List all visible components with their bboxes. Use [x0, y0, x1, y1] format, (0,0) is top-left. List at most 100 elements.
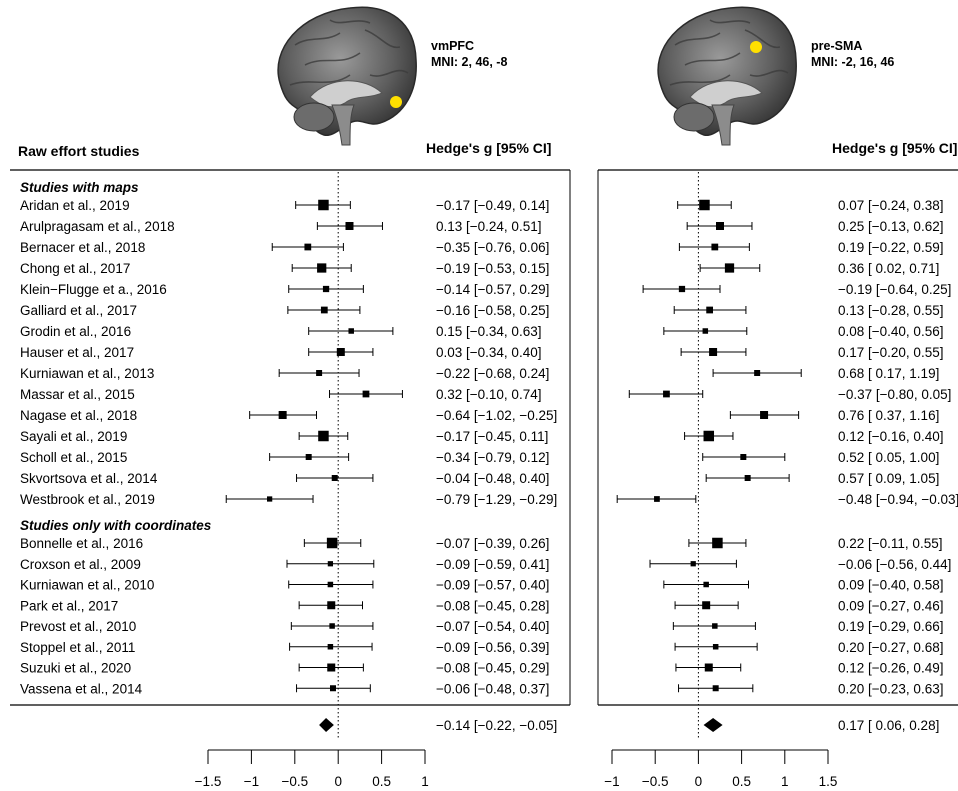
effect-size-value: −0.08 [−0.45, 0.29] — [436, 661, 549, 676]
x-tick-label: 0 — [695, 774, 703, 789]
x-tick-label: 0.5 — [732, 774, 751, 789]
study-label: Klein−Flugge et a., 2016 — [20, 282, 167, 297]
effect-size-value: −0.09 [−0.56, 0.39] — [436, 640, 549, 655]
effect-size-value: 0.12 [−0.26, 0.49] — [838, 661, 943, 676]
effect-size-value: −0.19 [−0.64, 0.25] — [838, 282, 951, 297]
effect-size-square — [703, 430, 715, 442]
effect-size-square — [327, 601, 336, 610]
effect-size-value: 0.36 [ 0.02, 0.71] — [838, 261, 939, 276]
study-label: Kurniawan et al., 2010 — [20, 578, 154, 593]
x-tick-label: 0 — [334, 774, 342, 789]
effect-size-square — [329, 623, 335, 629]
x-tick-label: −1 — [244, 774, 259, 789]
effect-size-value: 0.57 [ 0.09, 1.05] — [838, 471, 939, 486]
effect-size-square — [331, 475, 338, 481]
effect-size-square — [318, 199, 329, 211]
effect-size-value: 0.52 [ 0.05, 1.00] — [838, 450, 939, 465]
x-tick-label: 0.5 — [372, 774, 391, 789]
effect-size-square — [362, 390, 370, 398]
effect-size-value: 0.68 [ 0.17, 1.19] — [838, 366, 939, 381]
effect-size-square — [278, 411, 287, 419]
effect-size-value: −0.07 [−0.54, 0.40] — [436, 619, 549, 634]
effect-size-value: 0.13 [−0.28, 0.55] — [838, 303, 943, 318]
effect-size-square — [267, 496, 273, 502]
effect-size-value: −0.35 [−0.76, 0.06] — [436, 240, 549, 255]
effect-size-square — [706, 306, 714, 314]
study-label: Massar et al., 2015 — [20, 387, 135, 402]
effect-size-value: 0.13 [−0.24, 0.51] — [436, 219, 541, 234]
study-label: Prevost et al., 2010 — [20, 619, 136, 634]
panel-left-region-label: vmPFC — [431, 39, 474, 53]
brain-sagittal-vmPFC-image — [277, 6, 417, 146]
effect-size-value: −0.04 [−0.48, 0.40] — [436, 471, 549, 486]
effect-size-value: −0.09 [−0.57, 0.40] — [436, 578, 549, 593]
effect-size-square — [305, 454, 312, 460]
effect-size-square — [760, 411, 769, 419]
effect-size-square — [348, 328, 354, 334]
effect-size-value: 0.17 [−0.20, 0.55] — [838, 345, 943, 360]
effect-size-square — [716, 222, 724, 230]
effect-size-square — [712, 644, 719, 650]
vmPFC-marker — [390, 96, 402, 108]
effect-size-value: 0.07 [−0.24, 0.38] — [838, 198, 943, 213]
effect-size-square — [654, 496, 660, 502]
effect-size-value: 0.19 [−0.29, 0.66] — [838, 619, 943, 634]
study-label: Stoppel et al., 2011 — [20, 640, 135, 655]
effect-size-square — [663, 390, 670, 398]
study-label: Park et al., 2017 — [20, 598, 118, 613]
study-label: Croxson et al., 2009 — [20, 557, 141, 572]
effect-size-value: −0.79 [−1.29, −0.29] — [436, 492, 557, 507]
x-tick-label: 1 — [781, 774, 789, 789]
study-label: Bonnelle et al., 2016 — [20, 536, 143, 551]
panel-right-mni-label: MNI: -2, 16, 46 — [811, 55, 894, 69]
effect-size-square — [712, 685, 719, 692]
x-tick-label: −1 — [604, 774, 619, 789]
study-label: Galliard et al., 2017 — [20, 303, 137, 318]
effect-size-square — [316, 370, 323, 376]
effect-size-value: −0.06 [−0.56, 0.44] — [838, 557, 951, 572]
x-tick-label: −1.5 — [195, 774, 222, 789]
study-label: Sayali et al., 2019 — [20, 429, 127, 444]
panel-left-mni-label: MNI: 2, 46, -8 — [431, 55, 507, 69]
study-label: Westbrook et al., 2019 — [20, 492, 155, 507]
effect-size-square — [704, 663, 713, 672]
study-label: Grodin et al., 2016 — [20, 324, 131, 339]
study-label: Aridan et al., 2019 — [20, 198, 130, 213]
effect-size-square — [345, 222, 354, 230]
effect-size-value: 0.03 [−0.34, 0.40] — [436, 345, 541, 360]
effect-size-square — [327, 581, 334, 588]
study-label: Chong et al., 2017 — [20, 261, 130, 276]
section-with-maps-label: Studies with maps — [20, 180, 139, 195]
effect-size-value: −0.07 [−0.39, 0.26] — [436, 536, 549, 551]
effect-size-square — [711, 243, 719, 251]
brain-sagittal-pre-SMA-image — [657, 6, 797, 146]
study-label: Bernacer et al., 2018 — [20, 240, 145, 255]
effect-size-value: 0.20 [−0.27, 0.68] — [838, 640, 943, 655]
figure-title: Raw effort studies — [18, 143, 140, 159]
effect-size-value: 0.20 [−0.23, 0.63] — [838, 681, 943, 696]
study-label: Kurniawan et al., 2013 — [20, 366, 154, 381]
effect-size-square — [709, 348, 718, 356]
right-metric-header: Hedge's g [95% CI] — [832, 140, 957, 156]
effect-size-square — [318, 430, 329, 442]
effect-size-value: 0.22 [−0.11, 0.55] — [838, 536, 942, 551]
study-label: Arulpragasam et al., 2018 — [20, 219, 175, 234]
effect-size-value: −0.06 [−0.48, 0.37] — [436, 681, 549, 696]
x-tick-label: 1.5 — [819, 774, 838, 789]
effect-size-square — [754, 370, 761, 376]
effect-size-square — [320, 306, 328, 314]
effect-size-value: −0.34 [−0.79, 0.12] — [436, 450, 549, 465]
effect-size-square — [699, 199, 710, 211]
effect-size-square — [724, 263, 735, 273]
effect-size-value: 0.09 [−0.40, 0.58] — [838, 578, 943, 593]
effect-size-square — [327, 561, 334, 567]
effect-size-square — [702, 328, 709, 334]
effect-size-square — [327, 663, 336, 672]
effect-size-square — [744, 475, 751, 481]
summary-diamond — [319, 718, 334, 732]
study-label: Hauser et al., 2017 — [20, 345, 134, 360]
x-tick-label: −0.5 — [642, 774, 669, 789]
effect-size-value: −0.16 [−0.58, 0.25] — [436, 303, 549, 318]
effect-size-square — [678, 285, 686, 293]
